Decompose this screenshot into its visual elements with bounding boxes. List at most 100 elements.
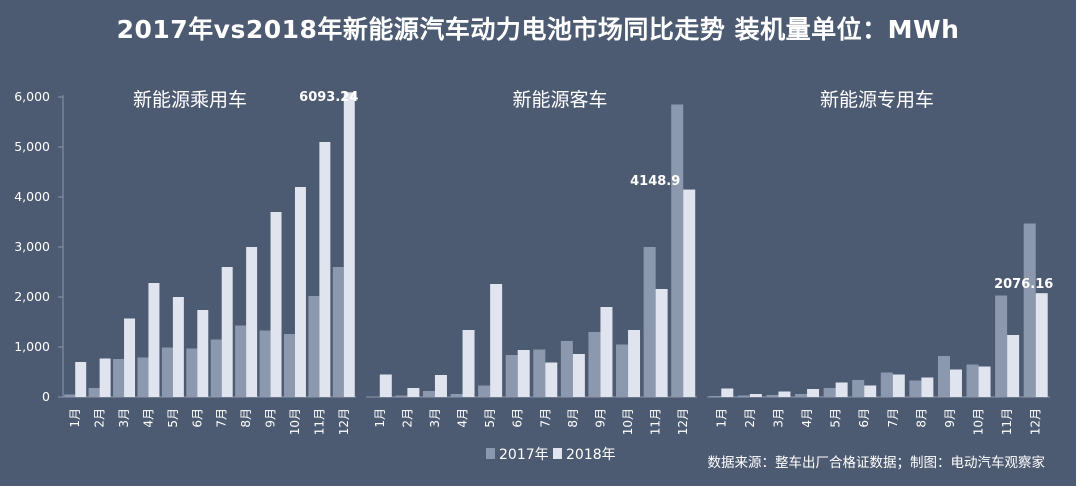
bar-2017: [137, 357, 149, 397]
bar-2018: [628, 330, 641, 397]
category-label: 9月: [264, 408, 278, 428]
category-label: 9月: [943, 408, 957, 428]
category-label: 11月: [312, 408, 326, 435]
bar-2017: [823, 388, 836, 397]
value-annotation: 4148.9: [630, 174, 680, 189]
bar-2017: [88, 388, 100, 397]
category-label: 10月: [621, 408, 635, 435]
bar-2017: [533, 349, 546, 397]
bar-2017: [909, 380, 922, 397]
bar-2018: [749, 394, 762, 397]
bar-2017: [283, 334, 295, 397]
bar-2017: [395, 395, 408, 397]
bar-2017: [450, 394, 463, 397]
bar-2017: [210, 339, 222, 397]
category-label: 9月: [593, 408, 607, 428]
bar-2018: [99, 358, 111, 397]
bar-2018: [572, 354, 585, 397]
bar-2017: [588, 332, 601, 397]
y-tick-label: 3,000: [14, 239, 50, 254]
bar-2018: [490, 284, 503, 397]
bar-2018: [600, 307, 613, 397]
chart-title: 2017年vs2018年新能源汽车动力电池市场同比走势 装机量单位：MWh: [116, 15, 960, 44]
bar-2018: [319, 142, 331, 397]
bar-2018: [807, 389, 820, 397]
panel-title: 新能源客车: [512, 89, 607, 111]
bar-2017: [880, 372, 893, 397]
bar-chart: 0 1,000 2,000 3,000 4,000 5,000 6,000 新能源乘用车 1月 2…: [14, 89, 1053, 471]
bar-2017: [1023, 223, 1036, 397]
chart-background: 2017年vs2018年新能源汽车动力电池市场同比走势 装机量单位：MWh 0 1…: [0, 0, 1076, 486]
bar-2018: [221, 267, 233, 397]
category-label: 12月: [676, 408, 690, 435]
bar-2017: [308, 296, 320, 397]
category-label: 4月: [456, 408, 470, 428]
category-label: 12月: [1029, 408, 1043, 435]
y-tick-label: 1,000: [14, 339, 50, 354]
category-label: 2月: [93, 408, 107, 428]
category-label: 12月: [337, 408, 351, 435]
bar-2018: [545, 362, 558, 397]
bar-2018: [921, 377, 934, 397]
category-label: 2月: [400, 408, 414, 428]
bar-2018: [721, 388, 734, 397]
bar-2018: [1007, 335, 1020, 397]
bar-2018: [172, 297, 184, 397]
bar-2017: [235, 325, 247, 397]
y-tick-label: 0: [42, 389, 50, 404]
category-label: 1月: [373, 408, 387, 428]
category-label: 10月: [972, 408, 986, 435]
category-label: 7月: [215, 408, 229, 428]
category-label: 4月: [800, 408, 814, 428]
bar-2018: [379, 374, 392, 397]
bar-2018: [683, 189, 696, 397]
category-label: 5月: [483, 408, 497, 428]
bar-2018: [517, 350, 530, 397]
panel-title: 新能源乘用车: [133, 89, 247, 111]
bar-2017: [422, 391, 435, 397]
bar-2018: [1035, 293, 1048, 397]
bar-2017: [64, 394, 76, 397]
bar-2017: [671, 104, 684, 397]
bar-2017: [766, 395, 779, 397]
bar-2017: [113, 359, 125, 397]
bar-2018: [949, 369, 962, 397]
bar-2017: [937, 356, 950, 397]
bar-2017: [560, 341, 573, 397]
category-label: 7月: [538, 408, 552, 428]
bar-2017: [795, 394, 808, 397]
legend-label-2018: 2018年: [566, 447, 616, 463]
bar-2017: [616, 344, 629, 397]
bar-2018: [978, 366, 991, 397]
bar-2018: [246, 247, 258, 397]
bar-2017: [186, 348, 198, 397]
y-tick-label: 5,000: [14, 139, 50, 154]
bar-2018: [75, 362, 87, 397]
category-label: 5月: [829, 408, 843, 428]
y-tick-label: 2,000: [14, 289, 50, 304]
category-label: 1月: [714, 408, 728, 428]
category-label: 11月: [1000, 408, 1014, 435]
category-label: 4月: [141, 408, 155, 428]
bar-2017: [737, 395, 750, 397]
legend-swatch-2018: [553, 448, 562, 459]
bar-2017: [852, 380, 865, 397]
category-label: 8月: [239, 408, 253, 428]
category-label: 5月: [166, 408, 180, 428]
y-tick-label: 6,000: [14, 89, 50, 104]
bar-2018: [270, 212, 282, 397]
category-label: 2月: [743, 408, 757, 428]
bar-2018: [197, 310, 209, 397]
category-label: 3月: [117, 408, 131, 428]
value-annotation: 6093.24: [299, 90, 358, 105]
bar-2017: [478, 385, 491, 397]
bar-2017: [643, 247, 656, 397]
bar-2017: [709, 396, 722, 397]
panel-title: 新能源专用车: [820, 89, 934, 111]
category-label: 8月: [566, 408, 580, 428]
category-label: 3月: [771, 408, 785, 428]
source-note: 数据来源：整车出厂合格证数据；制图：电动汽车观察家: [708, 454, 1046, 471]
bar-2018: [835, 382, 848, 397]
category-label: 11月: [649, 408, 663, 435]
category-label: 10月: [288, 408, 302, 435]
